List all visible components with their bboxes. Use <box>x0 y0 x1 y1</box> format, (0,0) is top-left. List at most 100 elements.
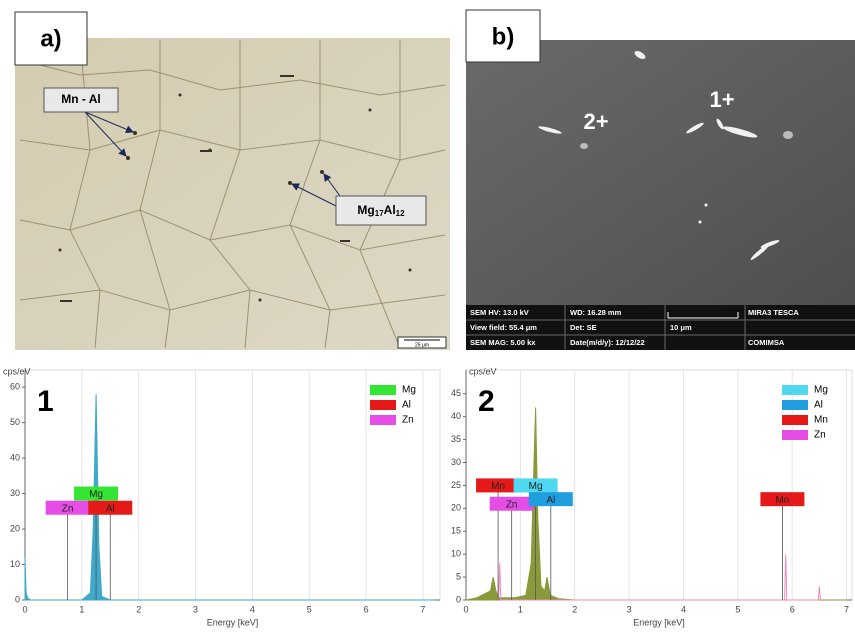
panel-label-box <box>465 9 541 63</box>
sem-info: 10 μm <box>670 323 692 332</box>
arrow <box>291 183 341 209</box>
sem-info: View field: 55.4 μm <box>470 323 537 332</box>
phase-part: Al <box>384 203 396 217</box>
x-axis-label: Energy [keV] <box>207 617 259 627</box>
legend-swatch <box>370 415 396 425</box>
legend-label: Mg <box>814 385 828 396</box>
info-scale <box>667 312 739 319</box>
panel-a: a) Mn - Al Mg17Al12 25 μm <box>14 11 450 350</box>
spectrum <box>498 554 821 601</box>
y-tick-label: 40 <box>10 452 20 462</box>
legend-swatch <box>782 400 808 410</box>
arrow <box>323 173 341 197</box>
y-tick-label: 40 <box>451 411 461 421</box>
y-tick-label: 15 <box>451 526 461 536</box>
sem-info: WD: 16.28 mm <box>570 308 622 317</box>
y-tick-label: 20 <box>451 503 461 513</box>
y-axis-label: cps/eV <box>3 366 31 376</box>
marker-label: Mn <box>491 481 505 492</box>
legend-swatch <box>370 385 396 395</box>
panel-b: 2+ 1+ b) <box>465 9 855 350</box>
phase-part: Mg <box>357 203 374 217</box>
x-tick-label: 1 <box>79 604 84 614</box>
legend-label: Zn <box>814 430 826 441</box>
phase-label: Mg17Al12 <box>357 203 405 218</box>
info-bar <box>466 305 855 350</box>
marker-box <box>528 492 573 507</box>
x-tick-label: 7 <box>420 604 425 614</box>
x-tick-label: 5 <box>307 604 312 614</box>
phase-part: 12 <box>396 209 405 218</box>
x-tick-label: 6 <box>790 604 795 614</box>
marker-box <box>513 478 558 493</box>
x-tick-label: 6 <box>364 604 369 614</box>
x-tick-label: 3 <box>193 604 198 614</box>
legend-swatch <box>782 415 808 425</box>
x-tick-label: 5 <box>735 604 740 614</box>
info-grid <box>466 305 855 350</box>
y-tick-label: 10 <box>451 549 461 559</box>
y-tick-label: 0 <box>15 594 20 604</box>
scale-bar-box <box>397 336 447 349</box>
legend-label: Mg <box>402 385 416 396</box>
y-axis-label: cps/eV <box>469 366 497 376</box>
marker-label: Al <box>546 495 555 506</box>
legend-label: Zn <box>402 415 414 426</box>
chart-title: 2 <box>478 385 495 418</box>
y-tick-label: 45 <box>451 388 461 398</box>
marker-label: Mg <box>529 481 543 492</box>
marker-label: Al <box>106 503 115 514</box>
marker-box <box>45 500 90 515</box>
particles <box>538 51 793 260</box>
marker-label: Mn <box>775 495 789 506</box>
sem-info: Det: SE <box>570 323 597 332</box>
arrow <box>84 111 127 157</box>
x-tick-label: 1 <box>518 604 523 614</box>
y-tick-label: 50 <box>10 417 20 427</box>
spectrum <box>24 394 435 601</box>
marker-box <box>476 478 521 493</box>
marker-box <box>88 500 133 515</box>
legend-label: Al <box>814 400 823 411</box>
legend-label: Mn <box>814 415 828 426</box>
legend-swatch <box>782 385 808 395</box>
sem-image <box>466 40 855 305</box>
annotation-box <box>43 87 119 113</box>
y-tick-label: 30 <box>10 488 20 498</box>
annotation-box <box>335 195 427 226</box>
sem-info: SEM HV: 13.0 kV <box>470 308 529 317</box>
sem-info: COMIMSA <box>748 338 785 347</box>
panel-label: b) <box>492 23 515 50</box>
legend-label: Al <box>402 400 411 411</box>
y-tick-label: 5 <box>456 571 461 581</box>
marker-label: Mg <box>89 489 103 500</box>
x-tick-label: 4 <box>250 604 255 614</box>
marker-box <box>74 486 119 501</box>
y-tick-label: 35 <box>451 434 461 444</box>
marker-label: Zn <box>506 499 518 510</box>
x-tick-label: 2 <box>136 604 141 614</box>
x-axis-label: Energy [keV] <box>633 617 685 627</box>
y-tick-label: 0 <box>456 594 461 604</box>
spectrum <box>465 407 847 601</box>
legend-swatch <box>782 430 808 440</box>
sem-info: SEM MAG: 5.00 kx <box>470 338 536 347</box>
x-tick-label: 4 <box>681 604 686 614</box>
panel-label: a) <box>40 25 61 52</box>
y-tick-label: 60 <box>10 381 20 391</box>
x-tick-label: 3 <box>627 604 632 614</box>
arrow <box>84 111 134 133</box>
panel-label-box <box>14 11 88 66</box>
y-tick-label: 20 <box>10 523 20 533</box>
y-tick-label: 25 <box>451 480 461 490</box>
x-tick-label: 7 <box>844 604 849 614</box>
scale-bar-label: 25 μm <box>415 342 429 348</box>
grain-boundaries <box>19 39 446 349</box>
sem-info: Date(m/d/y): 12/12/22 <box>570 338 645 347</box>
x-tick-label: 0 <box>463 604 468 614</box>
precipitates <box>58 75 412 302</box>
annotation: Mn - Al <box>61 92 101 106</box>
x-tick-label: 2 <box>572 604 577 614</box>
